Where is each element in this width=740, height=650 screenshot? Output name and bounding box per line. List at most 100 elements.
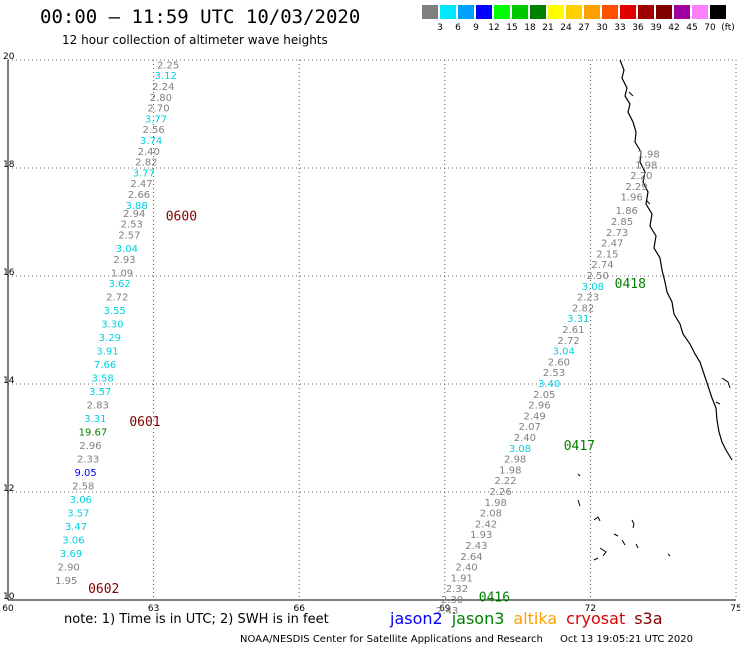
color-swatch	[422, 5, 438, 19]
wave-height-value: 2.33	[77, 455, 99, 466]
legend-jason3: jason3	[451, 609, 505, 628]
tick-labels: 60 63 66 69 72 75 10 12 14 16 18 20	[2, 52, 740, 614]
wave-height-value: 2.40	[514, 433, 536, 444]
wave-height-value: 2.94	[123, 209, 145, 220]
island	[593, 516, 601, 522]
wave-height-value: 2.96	[79, 441, 101, 452]
wave-height-value: 1.95	[55, 576, 77, 587]
wave-height-value: 2.40	[138, 147, 160, 158]
wave-height-value: 3.29	[99, 333, 121, 344]
wave-height-value: 3.91	[96, 347, 118, 358]
island	[599, 547, 607, 557]
color-swatch	[566, 5, 582, 19]
color-scale-label: 15	[506, 23, 518, 33]
color-swatch	[584, 5, 600, 19]
wave-height-value: 2.22	[494, 476, 516, 487]
wave-height-value: 19.67	[79, 428, 108, 439]
pass-number-label: 0418	[615, 277, 646, 292]
wave-height-value: 3.30	[101, 320, 123, 331]
wave-height-value: 2.43	[436, 606, 458, 617]
color-scale-label: 33	[614, 23, 626, 33]
legend-cryosat: cryosat	[566, 609, 626, 628]
pass-number-label: 0417	[564, 439, 595, 454]
wave-height-value: 3.77	[133, 168, 155, 179]
color-scale-label: 42	[668, 23, 680, 33]
color-scale-label: (ft)	[721, 23, 735, 33]
wave-height-value: 2.60	[548, 357, 570, 368]
generated-timestamp: Oct 13 19:05:21 UTC 2020	[560, 634, 693, 645]
color-swatch	[656, 5, 672, 19]
color-swatch	[494, 5, 510, 19]
color-scale-label: 27	[578, 23, 590, 33]
wave-height-value: 2.50	[587, 271, 609, 282]
island	[577, 499, 581, 507]
observations: 2.253.122.242.802.703.772.563.742.402.82…	[55, 60, 660, 616]
color-swatch	[620, 5, 636, 19]
wave-height-value: 2.96	[528, 401, 550, 412]
y-tick-label: 12	[3, 484, 14, 494]
color-swatch	[692, 5, 708, 19]
wave-height-value: 1.98	[485, 498, 507, 509]
wave-height-value: 2.83	[87, 401, 109, 412]
wave-height-value: 3.62	[108, 279, 130, 290]
footer: NOAA/NESDIS Center for Satellite Applica…	[240, 634, 693, 645]
color-swatch	[440, 5, 456, 19]
x-tick-label: 75	[730, 604, 740, 614]
wave-height-value: 2.07	[519, 422, 541, 433]
color-scale-label: 24	[560, 23, 572, 33]
wave-height-value: 1.98	[499, 465, 521, 476]
wave-height-value: 2.43	[465, 541, 487, 552]
wave-height-value: 1.98	[635, 160, 657, 171]
x-tick-label: 72	[585, 604, 596, 614]
chart-subtitle: 12 hour collection of altimeter wave hei…	[62, 33, 328, 47]
x-tick-label: 69	[439, 604, 451, 614]
color-swatch	[548, 5, 564, 19]
wave-height-value: 2.70	[147, 104, 169, 115]
color-swatch	[638, 5, 654, 19]
y-tick-label: 18	[3, 160, 15, 170]
wave-height-value: 2.72	[557, 336, 579, 347]
wave-height-value: 2.40	[456, 563, 478, 574]
y-tick-label: 16	[3, 268, 15, 278]
wave-height-value: 2.82	[572, 303, 594, 314]
wave-height-value: 3.57	[89, 387, 111, 398]
x-tick-label: 60	[2, 604, 14, 614]
coastline-inlet	[628, 91, 731, 405]
wave-height-value: 2.24	[152, 82, 174, 93]
color-swatch	[512, 5, 528, 19]
island	[621, 539, 626, 546]
wave-height-value: 2.66	[128, 190, 150, 201]
legend-s3a: s3a	[634, 609, 663, 628]
wave-height-value: 2.53	[121, 220, 143, 231]
wave-height-value: 3.04	[553, 347, 575, 358]
satellite-legend: jason2 jason3 altika cryosat s3a	[390, 609, 672, 628]
wave-height-value: 2.25	[157, 60, 179, 71]
wave-height-value: 3.12	[155, 71, 177, 82]
color-scale-label: 70	[704, 23, 716, 33]
wave-height-value: 2.08	[480, 509, 502, 520]
wave-height-value: 2.90	[58, 563, 80, 574]
island	[577, 473, 581, 477]
wave-height-value: 9.05	[75, 468, 97, 479]
color-scale-label: 36	[632, 23, 644, 33]
wave-height-value: 3.74	[140, 136, 162, 147]
color-swatch	[710, 5, 726, 19]
pass-number-label: 0600	[166, 210, 197, 225]
coastline	[577, 59, 733, 561]
wave-height-value: 2.72	[106, 293, 128, 304]
color-swatch	[476, 5, 492, 19]
color-scale-label: 39	[650, 23, 662, 33]
wave-height-value: 1.96	[621, 193, 643, 204]
islands	[577, 473, 671, 561]
island	[667, 553, 671, 557]
wave-height-value: 3.31	[84, 414, 106, 425]
island	[613, 533, 619, 537]
color-scale-label: 9	[473, 23, 479, 33]
color-swatch	[674, 5, 690, 19]
wave-height-value: 3.55	[104, 306, 126, 317]
wave-height-value: 2.49	[523, 411, 545, 422]
pass-number-label: 0601	[129, 415, 160, 430]
wave-height-value: 2.58	[72, 482, 94, 493]
x-tick-label: 63	[148, 604, 159, 614]
